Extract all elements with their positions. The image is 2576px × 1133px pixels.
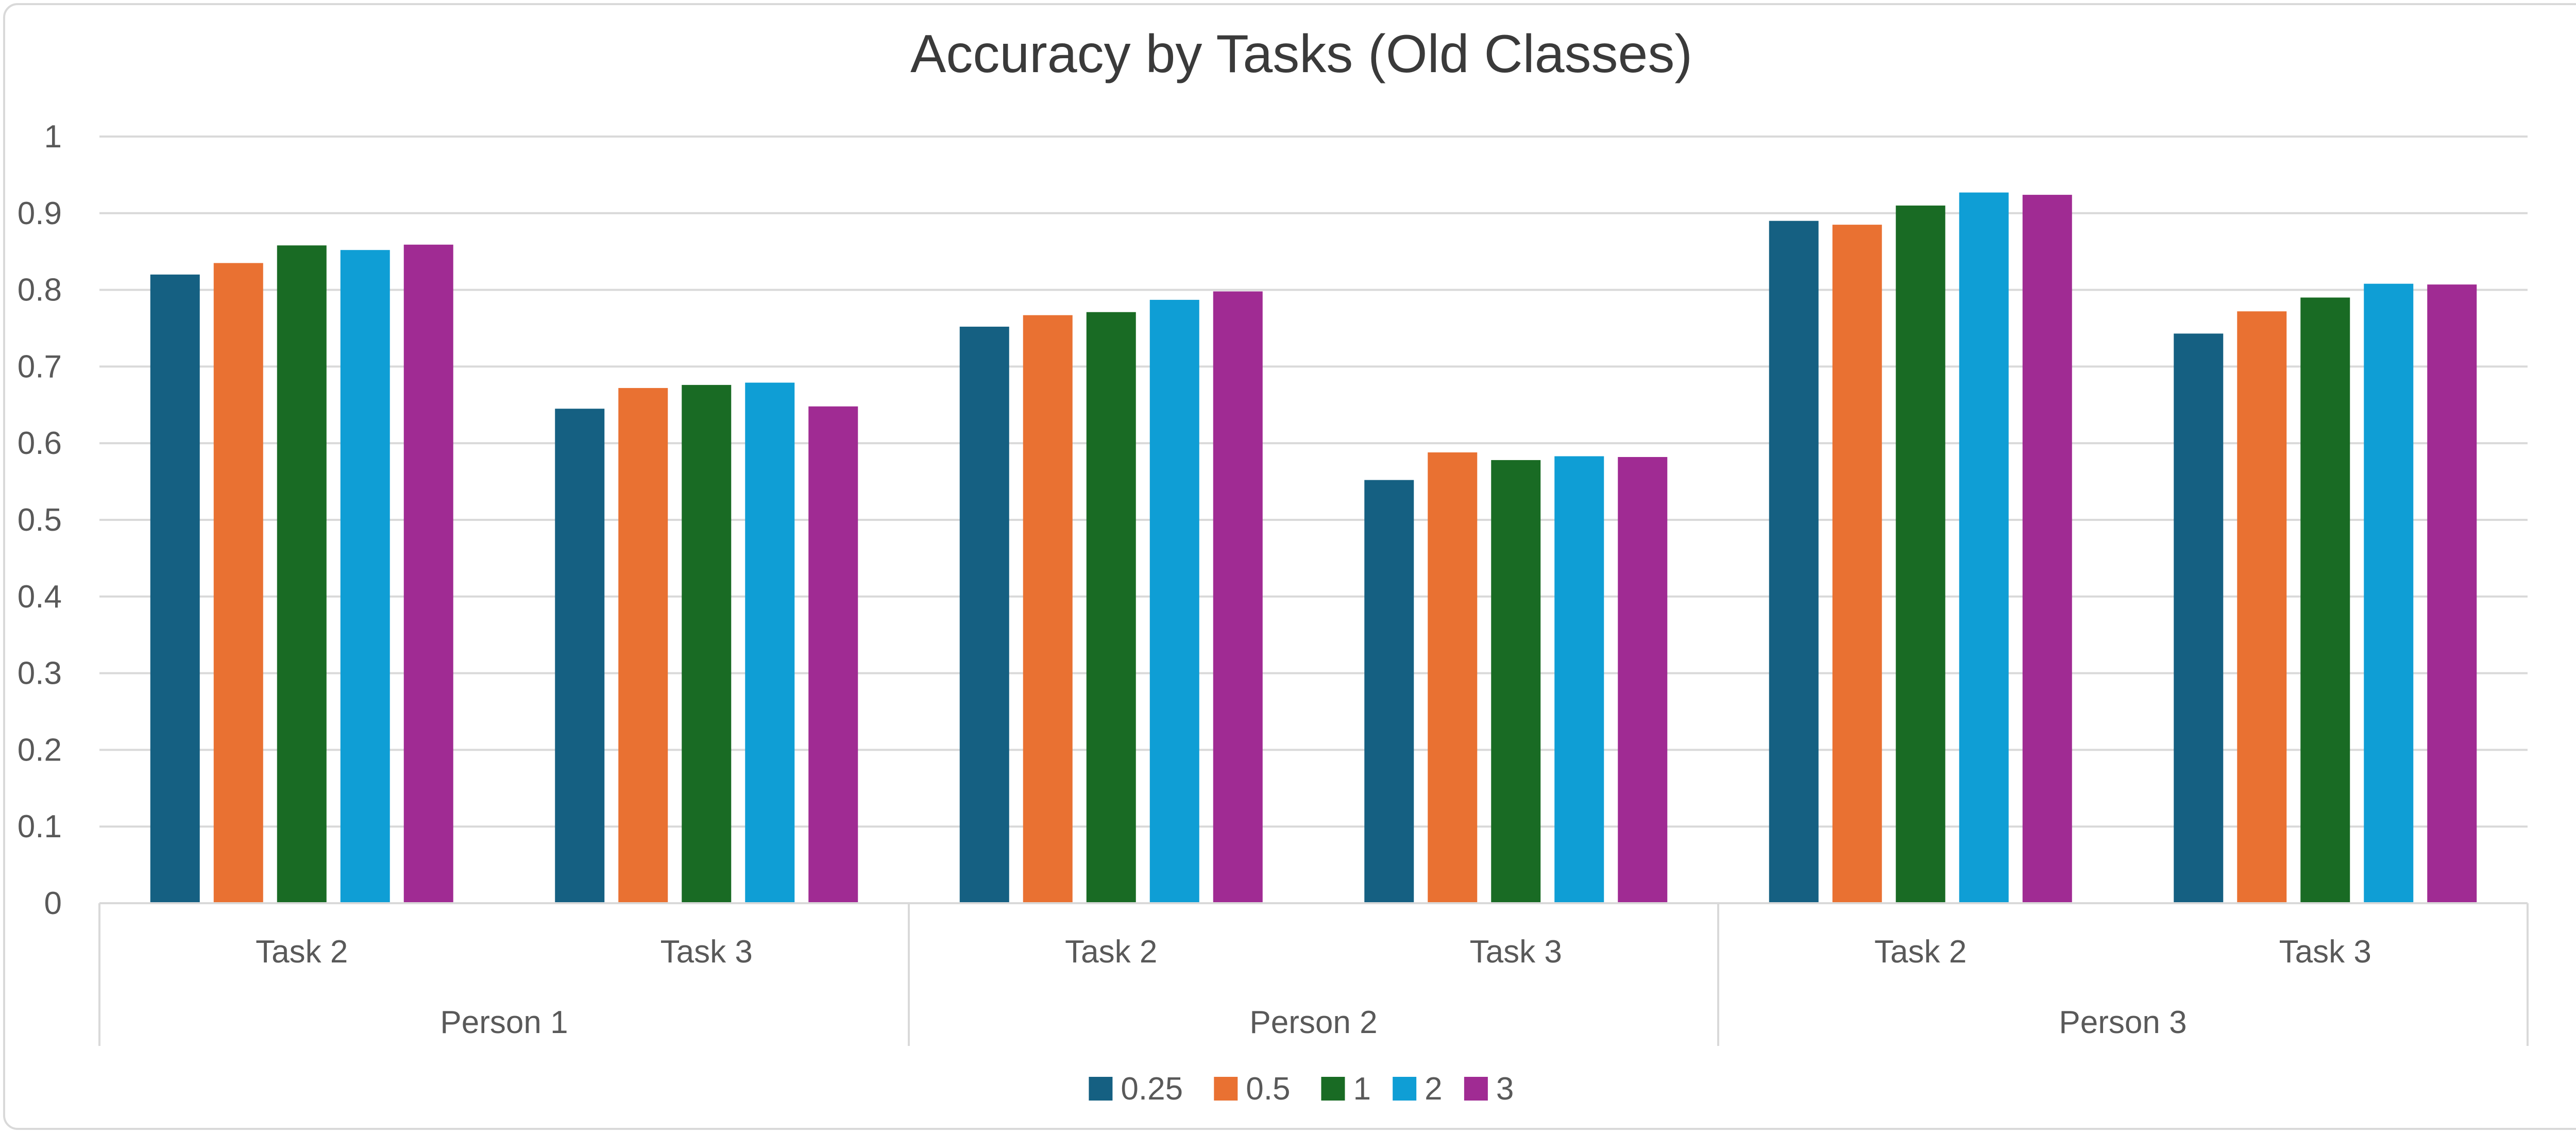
- x-group-label: Person 3: [2059, 1005, 2187, 1040]
- bar-0_5-cat3: [1023, 315, 1073, 903]
- legend-label: 0.5: [1246, 1071, 1290, 1107]
- bar-0_25-cat2: [555, 409, 605, 903]
- legend-item: 0.25: [1089, 1071, 1183, 1107]
- gridlines: [99, 136, 2528, 828]
- bar-0_25-cat3: [959, 327, 1009, 904]
- y-tick-label: 0.5: [18, 502, 62, 538]
- bar-3-cat3: [1213, 291, 1263, 904]
- bar-3-cat2: [808, 406, 858, 903]
- legend-swatch: [1321, 1077, 1345, 1101]
- bar-1-cat1: [277, 245, 327, 903]
- x-group-label: Person 1: [440, 1005, 568, 1040]
- bar-0_5-cat4: [1428, 452, 1478, 903]
- bars: [150, 192, 2477, 904]
- y-tick-label: 0.9: [18, 196, 62, 231]
- bar-1-cat5: [1895, 205, 1945, 903]
- y-tick-label: 0.4: [18, 579, 62, 615]
- x-category-label: Task 2: [1065, 934, 1157, 970]
- bar-1-cat6: [2300, 297, 2350, 903]
- bar-0_25-cat5: [1769, 221, 1819, 904]
- bar-1-cat4: [1491, 460, 1541, 903]
- legend-item: 0.5: [1214, 1071, 1290, 1107]
- bar-0_5-cat5: [1832, 225, 1882, 903]
- x-category-label: Task 3: [660, 934, 753, 970]
- x-axis: Task 2 Task 3 Task 2 Task 3 Task 2 Task 3 Pers…: [98, 902, 2529, 1046]
- legend-label: 1: [1353, 1071, 1370, 1107]
- bar-2-cat4: [1554, 456, 1604, 903]
- y-tick-label: 0.7: [18, 349, 62, 384]
- x-category-label: Task 3: [1470, 934, 1562, 970]
- bar-3-cat4: [1618, 456, 1668, 903]
- legend-item: 2: [1393, 1071, 1443, 1107]
- bar-0_25-cat6: [2174, 333, 2224, 903]
- y-tick-label: 0.8: [18, 273, 62, 308]
- legend-swatch: [1089, 1077, 1113, 1101]
- bar-1-cat2: [682, 385, 732, 903]
- legend-label: 0.25: [1121, 1071, 1183, 1107]
- y-tick-label: 0.6: [18, 426, 62, 461]
- legend-item: 3: [1464, 1071, 1514, 1107]
- bar-2-cat1: [340, 250, 390, 903]
- y-tick-label: 0.1: [18, 809, 62, 844]
- legend: 0.25 0.5 1 2 3: [1089, 1071, 1514, 1107]
- bar-0_5-cat6: [2237, 311, 2287, 904]
- bar-0_25-cat1: [150, 274, 200, 903]
- y-tick-label: 0.2: [18, 732, 62, 768]
- bar-0_25-cat4: [1364, 480, 1414, 903]
- bar-3-cat1: [403, 244, 453, 904]
- bar-1-cat3: [1086, 312, 1136, 904]
- legend-item: 1: [1321, 1071, 1371, 1107]
- bar-3-cat5: [2022, 195, 2072, 903]
- legend-swatch: [1214, 1077, 1238, 1101]
- bar-2-cat2: [745, 382, 795, 903]
- bar-2-cat5: [1959, 192, 2009, 903]
- x-category-label: Task 2: [1874, 934, 1967, 970]
- y-tick-label: 0.3: [18, 656, 62, 691]
- bar-0_5-cat2: [618, 388, 668, 903]
- chart-title: Accuracy by Tasks (Old Classes): [910, 24, 1692, 84]
- x-category-label: Task 3: [2279, 934, 2371, 970]
- y-axis-tick-labels: 0 0.1 0.2 0.3 0.4 0.5 0.6 0.7 0.8 0.9 1: [18, 119, 62, 921]
- x-category-label: Task 2: [256, 934, 348, 970]
- x-group-label: Person 2: [1249, 1005, 1377, 1040]
- bar-3-cat6: [2427, 284, 2477, 903]
- bar-2-cat6: [2364, 283, 2414, 903]
- y-tick-label: 0: [44, 886, 62, 921]
- legend-swatch: [1393, 1077, 1417, 1101]
- y-tick-label: 1: [44, 119, 62, 155]
- bar-2-cat3: [1149, 299, 1199, 903]
- legend-label: 3: [1496, 1071, 1514, 1107]
- legend-swatch: [1464, 1077, 1488, 1101]
- legend-label: 2: [1425, 1071, 1442, 1107]
- bar-0_5-cat1: [213, 263, 263, 903]
